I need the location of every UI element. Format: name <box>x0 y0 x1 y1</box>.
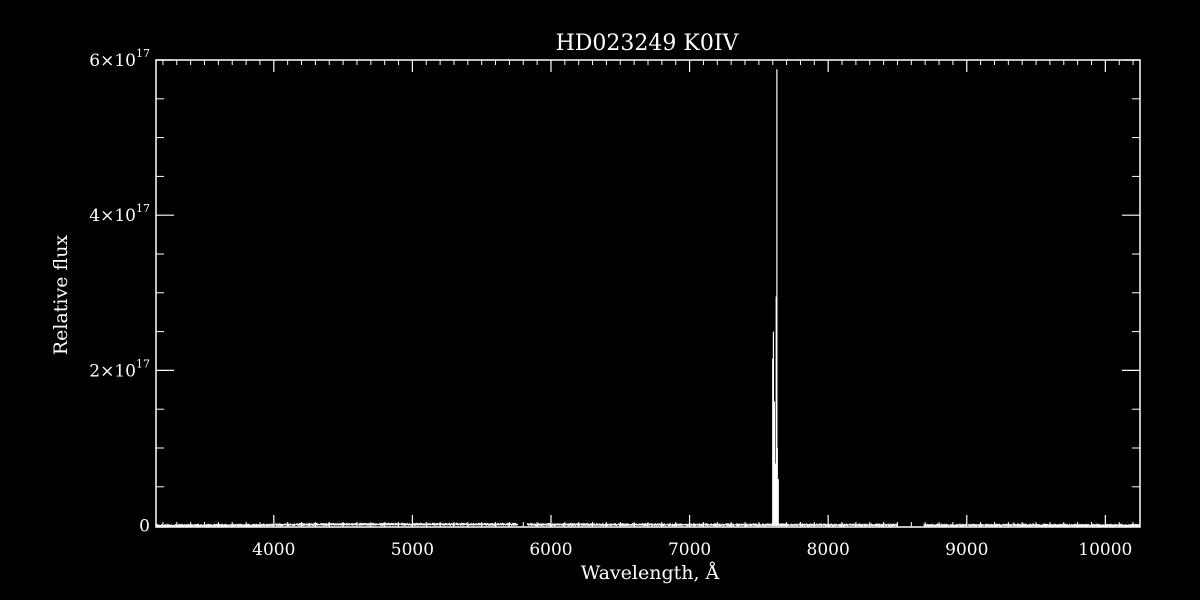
chart-title: HD023249 K0IV <box>556 31 740 56</box>
y-tick-label: 6×1017 <box>89 47 150 71</box>
y-tick-mantissa: 4×10 <box>89 206 136 226</box>
y-tick-exponent: 17 <box>136 202 150 215</box>
x-tick-label: 5000 <box>391 540 434 560</box>
x-tick-label: 9000 <box>945 540 988 560</box>
x-tick-label: 7000 <box>668 540 711 560</box>
x-tick-label: 6000 <box>529 540 572 560</box>
tick-labels: 4000 5000 6000 7000 8000 9000 1000002×10174×10… <box>89 47 1132 560</box>
y-axis-label-text: Relative flux <box>50 235 72 356</box>
y-tick-label: 0 <box>139 517 150 537</box>
y-tick-label: 2×1017 <box>89 357 150 381</box>
y-tick-label: 4×1017 <box>89 202 150 226</box>
y-tick-mantissa: 6×10 <box>89 51 136 71</box>
x-tick-label: 10000 <box>1078 540 1132 560</box>
y-axis-label: Relative flux <box>50 235 72 356</box>
y-tick-mantissa: 2×10 <box>89 361 136 381</box>
x-axis-label: Wavelength, Å <box>581 562 720 584</box>
y-tick-mantissa: 0 <box>139 517 150 537</box>
y-tick-exponent: 17 <box>136 47 150 60</box>
y-tick-exponent: 17 <box>136 357 150 370</box>
plot-area <box>155 69 1141 528</box>
x-tick-label: 8000 <box>807 540 850 560</box>
axis-ticks <box>156 59 1140 527</box>
spectrum-line <box>155 522 1141 528</box>
x-tick-label: 4000 <box>252 540 295 560</box>
plot-frame <box>155 59 1141 528</box>
